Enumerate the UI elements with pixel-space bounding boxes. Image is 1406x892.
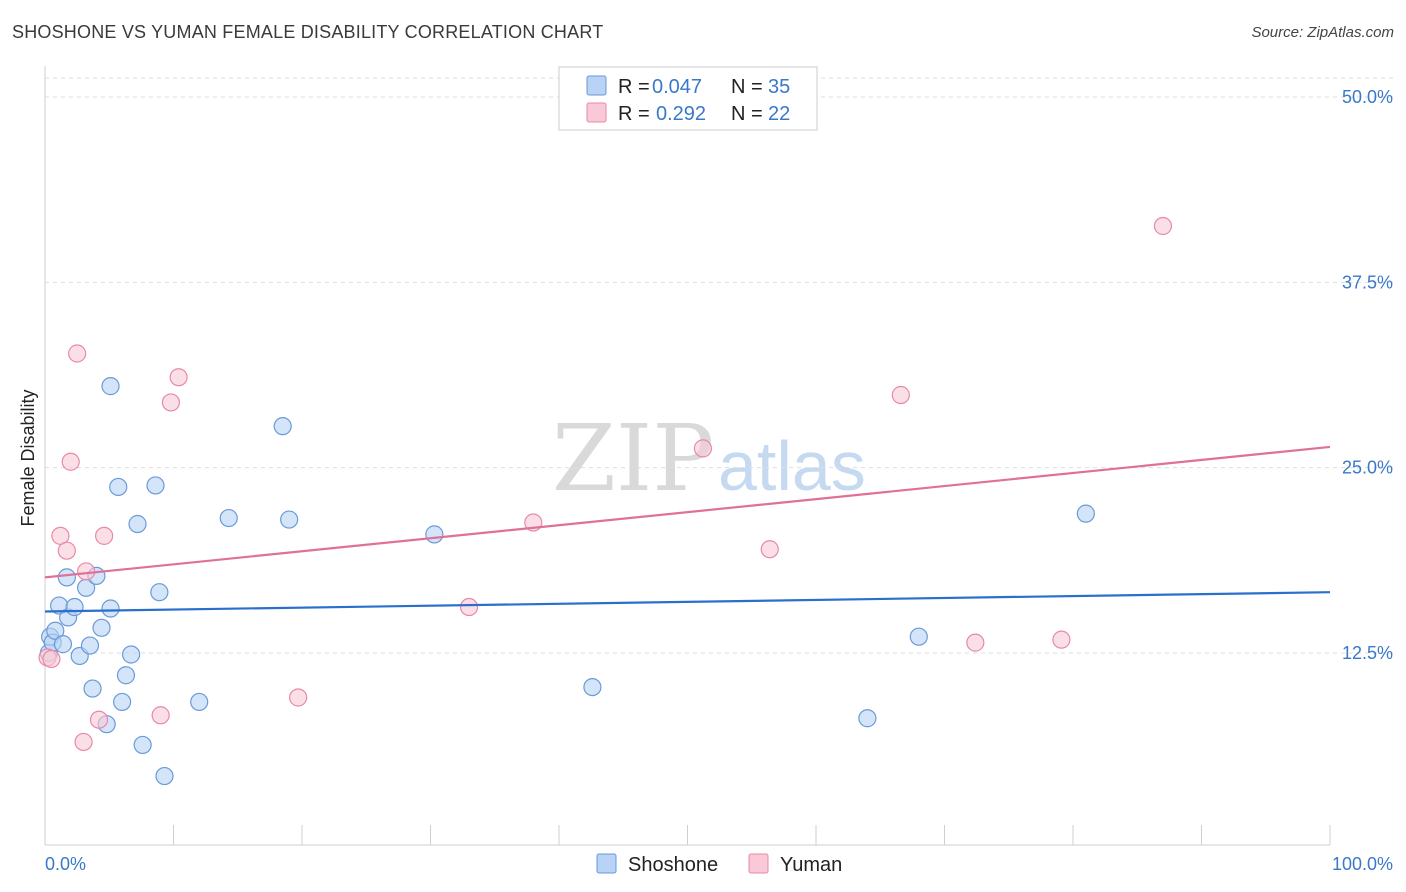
data-point-shoshone: [53, 635, 73, 654]
data-point-yuman: [57, 541, 76, 560]
stats-legend-r-label-yuman: R =: [618, 103, 650, 125]
data-point-shoshone: [1076, 504, 1095, 523]
data-point-shoshone: [46, 621, 65, 640]
data-point-yuman: [42, 649, 61, 669]
y-axis-label: Female Disability: [18, 389, 38, 526]
gridlines: [45, 77, 1393, 654]
stats-legend-n-value-yuman: 22: [768, 103, 790, 125]
data-point-yuman: [1153, 216, 1173, 236]
data-point-shoshone: [101, 599, 120, 618]
chart-title: SHOSHONE VS YUMAN FEMALE DISABILITY CORR…: [12, 22, 604, 42]
y-tick-label: 25.0%: [1342, 458, 1393, 478]
data-point-shoshone: [112, 692, 132, 712]
y-axis-tick-labels: 12.5% 25.0% 37.5% 50.0%: [1342, 87, 1393, 663]
data-point-yuman: [77, 562, 96, 581]
trend-line-yuman: [44, 445, 1331, 579]
data-point-shoshone: [219, 508, 238, 528]
data-point-shoshone: [128, 514, 147, 534]
data-point-shoshone: [190, 692, 209, 712]
data-point-yuman: [89, 710, 109, 729]
data-point-shoshone: [116, 666, 136, 685]
data-point-yuman: [459, 597, 479, 617]
data-point-shoshone: [425, 525, 444, 544]
stats-legend: R = 0.047 N = 35 R = 0.292 N = 22: [558, 66, 818, 131]
stats-legend-n-value-shoshone: 35: [768, 76, 790, 98]
data-point-shoshone: [155, 766, 174, 786]
data-point-yuman: [161, 393, 181, 412]
stats-legend-swatch-shoshone: [586, 75, 607, 96]
watermark: ZIP atlas: [552, 405, 866, 512]
data-point-yuman: [169, 368, 188, 387]
y-tick-label: 12.5%: [1342, 643, 1393, 663]
data-point-shoshone: [109, 477, 128, 497]
legend-swatch-yuman: [748, 853, 769, 874]
legend-label-shoshone: Shoshone: [628, 854, 718, 876]
data-point-yuman: [891, 385, 910, 405]
data-point-shoshone: [65, 597, 84, 617]
stats-legend-n-label-yuman: N =: [731, 103, 763, 125]
source-credit: Source: ZipAtlas.com: [1251, 24, 1394, 41]
trend-line-shoshone: [44, 591, 1331, 613]
data-point-shoshone: [92, 618, 111, 637]
series-legend: Shoshone Yuman: [596, 853, 842, 876]
data-point-shoshone: [121, 645, 141, 664]
data-point-shoshone: [133, 735, 152, 755]
data-points: [38, 216, 1173, 786]
data-point-shoshone: [909, 627, 928, 646]
stats-legend-r-value-yuman: 0.292: [656, 103, 706, 125]
legend-label-yuman: Yuman: [780, 854, 842, 876]
stats-legend-r-value-shoshone: 0.047: [652, 76, 702, 98]
data-point-yuman: [74, 732, 93, 752]
data-point-shoshone: [101, 377, 120, 396]
stats-legend-swatch-yuman: [586, 102, 607, 123]
watermark-zip: ZIP: [552, 405, 714, 512]
y-tick-label: 50.0%: [1342, 87, 1393, 107]
watermark-atlas: atlas: [718, 427, 866, 505]
x-tick-label-max: 100.0%: [1332, 854, 1393, 874]
data-point-yuman: [966, 633, 985, 652]
stats-legend-r-label-shoshone: R =: [618, 76, 650, 98]
data-point-yuman: [760, 540, 779, 559]
data-point-shoshone: [57, 568, 76, 587]
data-point-shoshone: [280, 510, 299, 529]
data-point-yuman: [289, 688, 308, 707]
y-tick-label: 37.5%: [1342, 272, 1393, 292]
data-point-shoshone: [150, 583, 169, 602]
data-point-shoshone: [80, 636, 100, 655]
data-point-yuman: [1052, 630, 1071, 649]
data-point-shoshone: [146, 476, 165, 495]
data-point-yuman: [61, 452, 80, 471]
x-tick-label-min: 0.0%: [45, 854, 86, 874]
legend-swatch-shoshone: [596, 853, 617, 874]
data-point-yuman: [95, 526, 114, 545]
data-point-yuman: [68, 344, 87, 363]
data-point-shoshone: [83, 679, 102, 698]
trend-lines: [44, 445, 1331, 613]
data-point-shoshone: [858, 709, 877, 728]
stats-legend-n-label-shoshone: N =: [731, 76, 763, 98]
data-point-shoshone: [273, 417, 292, 436]
x-axis-ticks: [44, 825, 1331, 845]
data-point-yuman: [151, 706, 170, 725]
data-point-yuman: [693, 439, 713, 458]
data-point-shoshone: [583, 678, 602, 697]
